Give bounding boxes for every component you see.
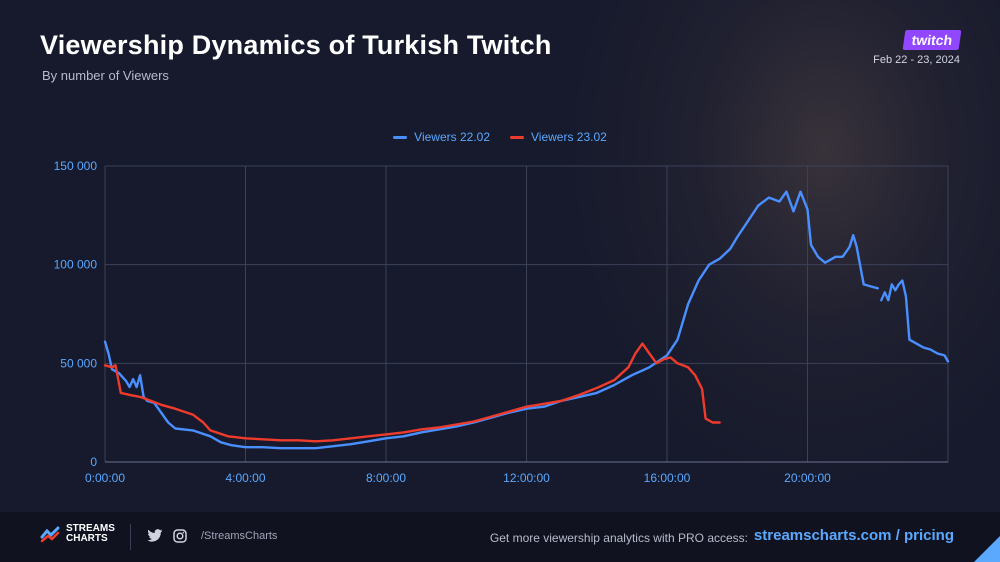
pricing-link[interactable]: streamscharts.com / pricing — [753, 527, 954, 544]
y-tick-label: 0 — [90, 455, 97, 469]
streamscharts-logo-text: STREAMS CHARTS — [66, 523, 115, 544]
x-tick-label: 0:00:00 — [85, 471, 125, 485]
date-range: Feb 22 - 23, 2024 — [873, 54, 960, 66]
footer-bar: STREAMS CHARTS /StreamsCharts Get more v… — [0, 512, 1000, 562]
social-handle[interactable]: /StreamsCharts — [201, 530, 278, 542]
series-line-viewers-22 — [103, 190, 879, 450]
social-links: /StreamsCharts — [147, 529, 277, 543]
y-tick-label: 50 000 — [60, 356, 97, 370]
background-portrait-glow — [560, 0, 1000, 500]
footer-divider — [130, 524, 131, 550]
legend-swatch-red — [510, 135, 524, 139]
y-tick-label: 100 000 — [54, 258, 98, 272]
series-line-viewers-22 — [880, 279, 950, 363]
x-tick-label: 16:00:00 — [644, 471, 691, 485]
x-tick-label: 12:00:00 — [503, 471, 550, 485]
legend-swatch-blue — [393, 135, 408, 139]
series-line-viewers-23 — [103, 342, 721, 443]
legend-item-viewers-23[interactable]: Viewers 23.02 — [510, 130, 607, 144]
y-tick-label: 150 000 — [54, 159, 98, 173]
instagram-icon[interactable] — [173, 529, 187, 543]
chart-legend: Viewers 22.02 Viewers 23.02 — [0, 130, 1000, 144]
chart-title: Viewership Dynamics of Turkish Twitch — [40, 30, 552, 60]
streamscharts-logo: STREAMS CHARTS — [40, 524, 126, 544]
legend-item-viewers-22[interactable]: Viewers 22.02 — [393, 130, 490, 144]
x-tick-label: 8:00:00 — [366, 471, 406, 485]
chart-subtitle: By number of Viewers — [42, 68, 169, 83]
legend-label: Viewers 22.02 — [414, 130, 490, 144]
x-tick-label: 4:00:00 — [225, 471, 265, 485]
twitter-icon[interactable] — [147, 529, 163, 543]
legend-label: Viewers 23.02 — [531, 130, 607, 144]
streamscharts-logo-icon — [40, 526, 60, 543]
promo-text: Get more viewership analytics with PRO a… — [489, 531, 748, 545]
x-tick-label: 20:00:00 — [784, 471, 831, 485]
corner-accent — [974, 536, 1000, 562]
